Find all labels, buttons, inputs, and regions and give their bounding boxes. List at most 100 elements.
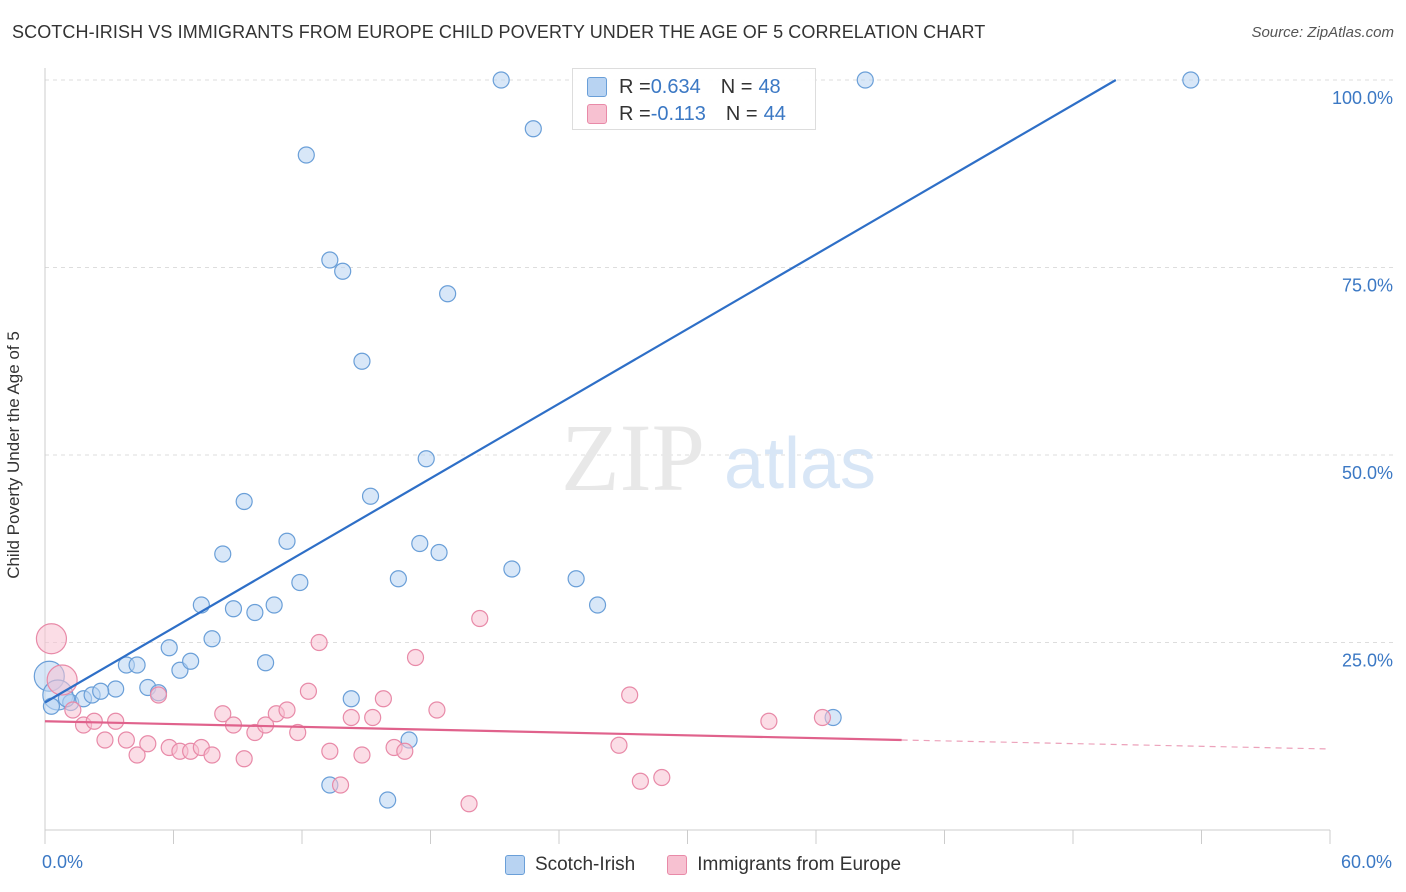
data-point	[856, 71, 874, 89]
legend-item-scotch-irish[interactable]: Scotch-Irish	[504, 854, 636, 876]
legend-series: Scotch-Irish Immigrants from Europe	[0, 850, 1406, 880]
trend-line-immigrants-extrapolated	[901, 739, 1331, 750]
data-point	[107, 712, 125, 730]
data-point	[321, 251, 339, 269]
data-point	[35, 623, 68, 655]
data-point	[411, 534, 429, 553]
data-point	[160, 639, 178, 657]
data-point	[214, 545, 232, 563]
y-axis-label: Child Poverty Under the Age of 5	[4, 331, 23, 579]
watermark-atlas: atlas	[724, 424, 876, 504]
chart-title: SCOTCH-IRISH VS IMMIGRANTS FROM EUROPE C…	[12, 22, 986, 42]
series-immigrants-points	[35, 609, 832, 813]
data-point	[621, 686, 639, 704]
legend-r-value: 0.634	[650, 75, 701, 98]
legend-n-label: N =	[720, 75, 753, 98]
data-point	[471, 609, 489, 628]
data-point	[631, 772, 649, 790]
data-point	[364, 708, 382, 727]
data-point	[492, 71, 510, 89]
legend-n-label: N =	[725, 102, 758, 125]
source-label: Source: ZipAtlas.com	[1251, 24, 1394, 41]
data-point	[374, 690, 392, 708]
data-point	[342, 708, 360, 727]
y-tick-label: 75.0%	[1342, 276, 1393, 296]
data-point	[128, 656, 146, 674]
x-tick-label-max: 60.0%	[1340, 852, 1392, 872]
legend-label-scotch-irish: Scotch-Irish	[534, 854, 636, 875]
legend-correlation: R = 0.634 N = 48 R = -0.113 N = 44	[572, 68, 816, 130]
legend-swatch-blue	[587, 77, 607, 97]
y-tick-label: 100.0%	[1332, 88, 1393, 108]
data-point	[417, 450, 435, 468]
trend-lines	[44, 79, 1331, 750]
data-point	[265, 596, 283, 614]
legend-n-value: 48	[758, 75, 781, 98]
data-point	[289, 723, 307, 742]
data-point	[813, 708, 832, 727]
data-point	[439, 285, 457, 303]
watermark: ZIP atlas	[561, 404, 876, 511]
data-point	[353, 352, 371, 370]
data-point	[117, 731, 135, 749]
data-point	[396, 742, 414, 760]
data-point	[428, 701, 446, 719]
data-point	[334, 262, 352, 280]
data-point	[214, 705, 232, 723]
data-point	[278, 532, 296, 550]
data-point	[203, 630, 221, 648]
grid-lines	[45, 79, 1395, 643]
data-point	[567, 570, 585, 588]
legend-r-label: R =	[619, 102, 651, 125]
data-point	[42, 697, 61, 715]
data-point	[760, 712, 778, 730]
data-point	[610, 736, 628, 754]
data-point	[331, 776, 350, 794]
data-point	[256, 654, 275, 672]
legend-row-scotch-irish: R = 0.634 N = 48	[587, 73, 781, 101]
legend-r-value: -0.113	[650, 102, 706, 125]
data-point	[588, 596, 607, 614]
data-point	[342, 690, 360, 708]
legend-label-immigrants: Immigrants from Europe	[697, 854, 902, 875]
data-point	[235, 492, 253, 511]
data-point	[361, 487, 380, 505]
data-point	[389, 570, 407, 588]
data-point	[224, 600, 243, 618]
data-point	[503, 560, 521, 578]
legend-row-immigrants: R = -0.113 N = 44	[587, 100, 786, 128]
legend-item-immigrants[interactable]: Immigrants from Europe	[667, 854, 901, 876]
data-point	[128, 746, 146, 764]
y-tick-label: 50.0%	[1342, 463, 1393, 483]
data-point	[310, 633, 328, 652]
data-point	[430, 543, 448, 562]
legend-n-value: 44	[763, 102, 786, 125]
data-point	[297, 146, 315, 164]
data-point	[1182, 71, 1200, 89]
data-point	[379, 791, 397, 809]
data-point	[299, 682, 318, 700]
data-point	[139, 735, 157, 753]
data-point	[46, 664, 78, 696]
trend-line-scotch-irish	[44, 79, 1117, 704]
x-tick-label-min: 0.0%	[42, 852, 84, 872]
legend-swatch-blue	[504, 855, 525, 875]
watermark-zip: ZIP	[561, 404, 705, 511]
y-tick-label: 25.0%	[1342, 651, 1393, 671]
data-point	[107, 680, 125, 698]
data-point	[92, 682, 110, 700]
data-point	[246, 603, 264, 622]
data-point	[291, 573, 309, 592]
y-tick-labels: 25.0% 50.0% 75.0% 100.0%	[1332, 88, 1393, 671]
data-point	[460, 795, 478, 813]
data-point	[203, 746, 221, 764]
data-point	[235, 750, 253, 768]
data-point	[406, 648, 425, 667]
data-point	[524, 120, 542, 138]
legend-swatch-pink	[587, 104, 607, 124]
data-point	[96, 731, 114, 749]
data-point	[182, 652, 200, 670]
data-point	[353, 746, 371, 764]
legend-swatch-pink	[667, 855, 688, 875]
